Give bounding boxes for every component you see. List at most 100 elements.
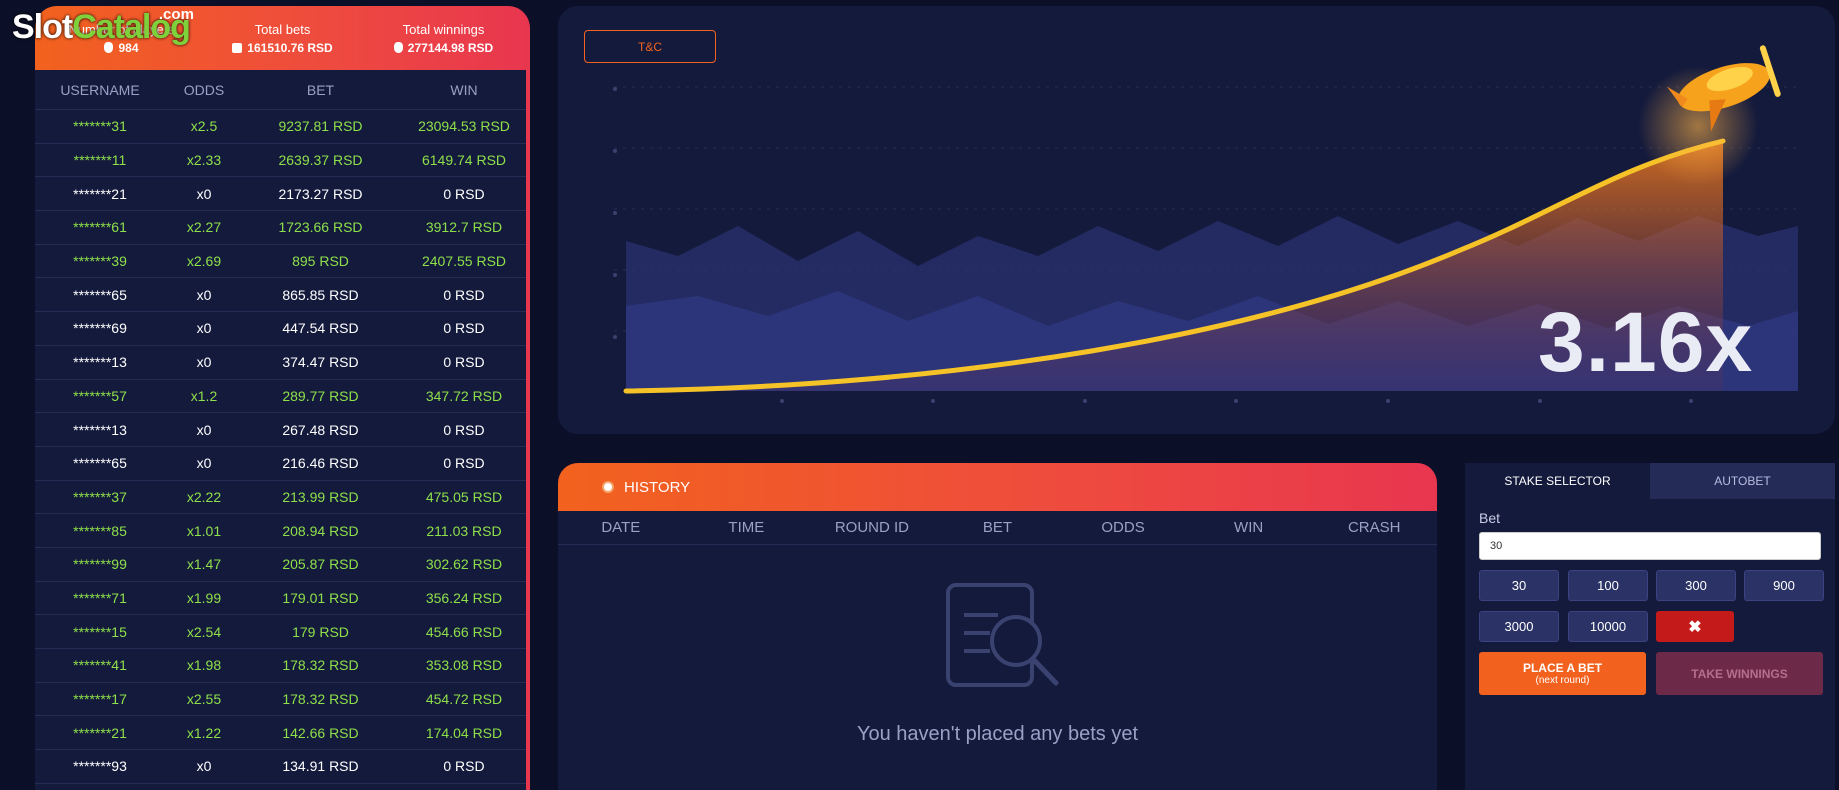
take-winnings-button[interactable]: TAKE WINNINGS bbox=[1656, 652, 1823, 695]
table-row: *******37 x2.22 213.99 RSD 475.05 RSD bbox=[35, 481, 530, 515]
col-win: WIN bbox=[450, 81, 478, 98]
tab-stake-selector[interactable]: STAKE SELECTOR bbox=[1465, 463, 1650, 499]
cell-odds: x2.27 bbox=[186, 219, 222, 236]
cell-bet: 9237.81 RSD bbox=[278, 118, 363, 135]
table-row: *******65 x0 865.85 RSD 0 RSD bbox=[35, 278, 530, 313]
col-odds: ODDS bbox=[1101, 519, 1145, 536]
multiplier-display: 3.16x bbox=[1538, 295, 1754, 389]
cell-bet: 2173.27 RSD bbox=[278, 185, 363, 202]
cell-user: *******93 bbox=[73, 758, 127, 775]
table-row: *******69 x0 447.54 RSD 0 RSD bbox=[35, 312, 530, 346]
cell-odds: x2.54 bbox=[186, 623, 222, 640]
search-document-icon bbox=[946, 583, 1059, 687]
table-row: *******99 x1.47 205.87 RSD 302.62 RSD bbox=[35, 548, 530, 582]
cell-bet: 374.47 RSD bbox=[282, 354, 359, 371]
cell-odds: x1.99 bbox=[186, 589, 222, 606]
table-row: *******13 x0 374.47 RSD 0 RSD bbox=[35, 346, 530, 380]
table-row: *******39 x2.69 895 RSD 2407.55 RSD bbox=[35, 245, 530, 279]
cell-win: 2407.55 RSD bbox=[421, 253, 507, 270]
cell-win: 0 RSD bbox=[443, 455, 485, 472]
quick-bet-10000[interactable]: 10000 bbox=[1568, 611, 1648, 642]
cell-odds: x1.47 bbox=[186, 556, 222, 573]
total-bets-value: 161510.76 RSD bbox=[247, 40, 333, 55]
history-title: HISTORY bbox=[624, 478, 691, 496]
cell-bet: 2639.37 RSD bbox=[278, 152, 363, 169]
quick-bet-100[interactable]: 100 bbox=[1568, 570, 1648, 601]
table-row: *******41 x1.98 178.32 RSD 353.08 RSD bbox=[35, 649, 530, 683]
cell-user: *******99 bbox=[73, 556, 127, 573]
quick-bet-30[interactable]: 30 bbox=[1479, 570, 1559, 601]
table-row: *******17 x2.55 178.32 RSD 454.72 RSD bbox=[35, 683, 530, 717]
table-row: *******65 x0 216.46 RSD 0 RSD bbox=[35, 447, 530, 481]
terms-button[interactable]: T&C bbox=[584, 30, 716, 63]
players-label: Number of players bbox=[68, 21, 175, 37]
quick-bet-3000[interactable]: 3000 bbox=[1479, 611, 1559, 642]
cell-win: 356.24 RSD bbox=[425, 589, 503, 606]
table-row: *******57 x1.2 289.77 RSD 347.72 RSD bbox=[35, 380, 530, 414]
tab-autobet[interactable]: AUTOBET bbox=[1650, 463, 1835, 499]
cell-user: *******57 bbox=[73, 387, 127, 404]
cell-user: *******61 bbox=[73, 219, 127, 236]
place-bet-label: PLACE A BET bbox=[1522, 661, 1603, 675]
bets-panel: Number of players 984 Total bets 161510.… bbox=[35, 6, 530, 790]
cell-bet: 289.77 RSD bbox=[282, 387, 359, 404]
cell-odds: x2.22 bbox=[186, 488, 222, 505]
cell-odds: x1.2 bbox=[190, 387, 218, 404]
watermark-com: .com bbox=[158, 6, 194, 23]
cell-user: *******13 bbox=[73, 354, 127, 371]
cell-win: 23094.53 RSD bbox=[418, 118, 510, 135]
cell-user: *******21 bbox=[73, 724, 127, 741]
cell-user: *******13 bbox=[73, 421, 127, 438]
flight-curve bbox=[623, 138, 1726, 394]
table-row: *******85 x1.01 208.94 RSD 211.03 RSD bbox=[35, 514, 530, 548]
quick-bet-300[interactable]: 300 bbox=[1656, 570, 1736, 601]
cell-win: 174.04 RSD bbox=[425, 724, 503, 741]
table-row: *******93 x0 134.91 RSD 0 RSD bbox=[35, 750, 530, 784]
cell-bet: 1723.66 RSD bbox=[278, 219, 363, 236]
cell-odds: x2.55 bbox=[186, 691, 222, 708]
history-panel: HISTORY DATE TIME ROUND ID BET ODDS WIN … bbox=[558, 463, 1437, 790]
cell-user: *******31 bbox=[73, 118, 127, 135]
cell-win: 6149.74 RSD bbox=[421, 152, 507, 169]
cell-odds: x1.22 bbox=[186, 724, 222, 741]
total-bets-stat: Total bets 161510.76 RSD bbox=[202, 22, 363, 55]
place-bet-button[interactable]: PLACE A BET (next round) bbox=[1479, 652, 1646, 695]
scrollbar[interactable] bbox=[526, 70, 530, 790]
cell-odds: x0 bbox=[196, 421, 212, 438]
cell-user: *******37 bbox=[73, 488, 127, 505]
cell-bet: 447.54 RSD bbox=[282, 320, 359, 337]
cell-bet: 208.94 RSD bbox=[282, 522, 359, 539]
cell-bet: 213.99 RSD bbox=[282, 488, 359, 505]
game-canvas: T&C 3.16x bbox=[558, 6, 1835, 434]
quick-bet-900[interactable]: 900 bbox=[1744, 570, 1824, 601]
col-odds: ODDS bbox=[183, 81, 225, 98]
bets-table-header: USERNAME ODDS BET WIN bbox=[35, 70, 530, 110]
history-header: HISTORY bbox=[558, 463, 1437, 511]
clock-icon bbox=[602, 481, 614, 493]
cell-odds: x1.98 bbox=[186, 657, 222, 674]
cell-win: 454.66 RSD bbox=[425, 623, 503, 640]
axis-ticks bbox=[613, 87, 1693, 403]
cell-bet: 142.66 RSD bbox=[282, 724, 359, 741]
user-icon bbox=[104, 42, 114, 53]
flight-area bbox=[626, 141, 1723, 391]
total-winnings-stat: Total winnings 277144.98 RSD bbox=[363, 22, 524, 55]
bet-amount-input[interactable]: 30 bbox=[1479, 532, 1821, 560]
col-date: DATE bbox=[601, 519, 641, 536]
cell-bet: 179.01 RSD bbox=[282, 589, 359, 606]
cell-bet: 865.85 RSD bbox=[282, 286, 359, 303]
cell-odds: x0 bbox=[196, 455, 212, 472]
total-winnings-value: 277144.98 RSD bbox=[407, 40, 494, 55]
bet-tabs: STAKE SELECTOR AUTOBET bbox=[1465, 463, 1835, 499]
cell-bet: 178.32 RSD bbox=[282, 657, 359, 674]
cell-win: 0 RSD bbox=[443, 354, 485, 371]
cell-user: *******17 bbox=[73, 691, 127, 708]
clear-bet-button[interactable]: ✖ bbox=[1656, 611, 1734, 642]
history-columns: DATE TIME ROUND ID BET ODDS WIN CRASH bbox=[558, 511, 1437, 545]
cell-win: 353.08 RSD bbox=[425, 657, 503, 674]
cell-odds: x1.01 bbox=[186, 522, 222, 539]
cell-user: *******65 bbox=[73, 455, 127, 472]
cell-user: *******41 bbox=[73, 657, 127, 674]
cell-win: 454.72 RSD bbox=[425, 691, 503, 708]
table-row: *******71 x1.99 179.01 RSD 356.24 RSD bbox=[35, 582, 530, 616]
